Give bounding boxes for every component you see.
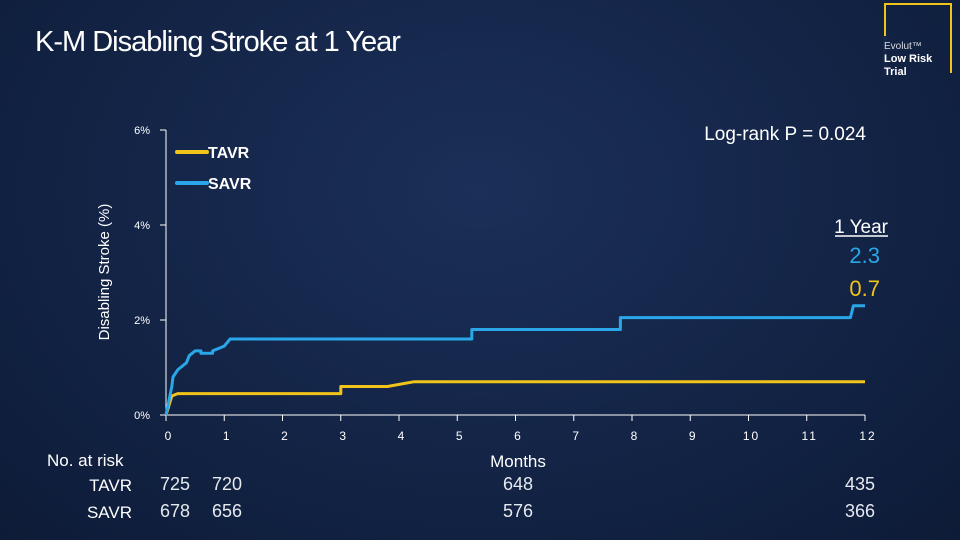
logrank-annotation: Log-rank P = 0.024 — [704, 124, 866, 145]
one-year-tavr-value: 0.7 — [849, 276, 880, 301]
x-tick-label: 6 — [514, 429, 523, 443]
chart-labels: Log-rank P = 0.024 1 Year 2.3 0.7 — [704, 124, 888, 301]
chart-series — [164, 304, 865, 416]
x-tick-label: 9 — [689, 429, 698, 443]
x-tick-label: 12 — [859, 429, 876, 443]
at-risk-label-savr: SAVR — [86, 503, 132, 522]
y-tick-label: 2% — [134, 315, 150, 327]
page-title: K-M Disabling Stroke at 1 Year — [35, 26, 401, 58]
x-tick-label: 7 — [572, 429, 581, 443]
x-tick-label: 10 — [743, 429, 760, 443]
x-tick-label: 3 — [339, 429, 348, 443]
y-tick-label: 6% — [134, 125, 150, 137]
at-risk-value-tavr: 720 — [211, 474, 243, 494]
series-line-savr — [164, 304, 865, 416]
y-tick-label: 4% — [134, 220, 150, 232]
x-tick-label: 4 — [398, 429, 407, 443]
trial-logo: Evolut™ Low Risk Trial — [884, 40, 960, 79]
one-year-savr-value: 2.3 — [849, 243, 880, 268]
at-risk-label-tavr: TAVR — [89, 476, 132, 495]
x-tick-label: 0 — [165, 429, 174, 443]
at-risk-value-savr: 678 — [159, 501, 191, 521]
x-tick-label: 11 — [802, 429, 818, 443]
x-tick-label: 1 — [223, 429, 232, 443]
one-year-label: 1 Year — [834, 217, 889, 238]
logo-line-trial: Trial — [884, 66, 907, 78]
x-axis-label: Months — [490, 452, 546, 471]
chart-legend: TAVR SAVR — [175, 145, 252, 193]
at-risk-value-savr: 656 — [211, 501, 243, 521]
x-tick-label: 2 — [281, 429, 290, 443]
at-risk-value-tavr: 648 — [502, 474, 534, 494]
x-tick-label: 8 — [631, 429, 640, 443]
at-risk-header: No. at risk — [47, 451, 124, 470]
legend-label-savr: SAVR — [208, 176, 252, 193]
at-risk-value-tavr: 725 — [159, 474, 191, 494]
at-risk-value-tavr: 435 — [844, 474, 876, 494]
at-risk-value-savr: 366 — [844, 501, 876, 521]
y-axis-label: Disabling Stroke (%) — [96, 204, 113, 341]
logo-line-low-risk: Low Risk — [884, 53, 933, 65]
at-risk-value-savr: 576 — [502, 501, 534, 521]
logo-line-evolut: Evolut™ — [884, 41, 922, 52]
y-tick-label: 0% — [134, 410, 150, 422]
x-tick-label: 5 — [456, 429, 465, 443]
series-line-tavr — [164, 380, 865, 416]
legend-label-tavr: TAVR — [208, 145, 250, 162]
